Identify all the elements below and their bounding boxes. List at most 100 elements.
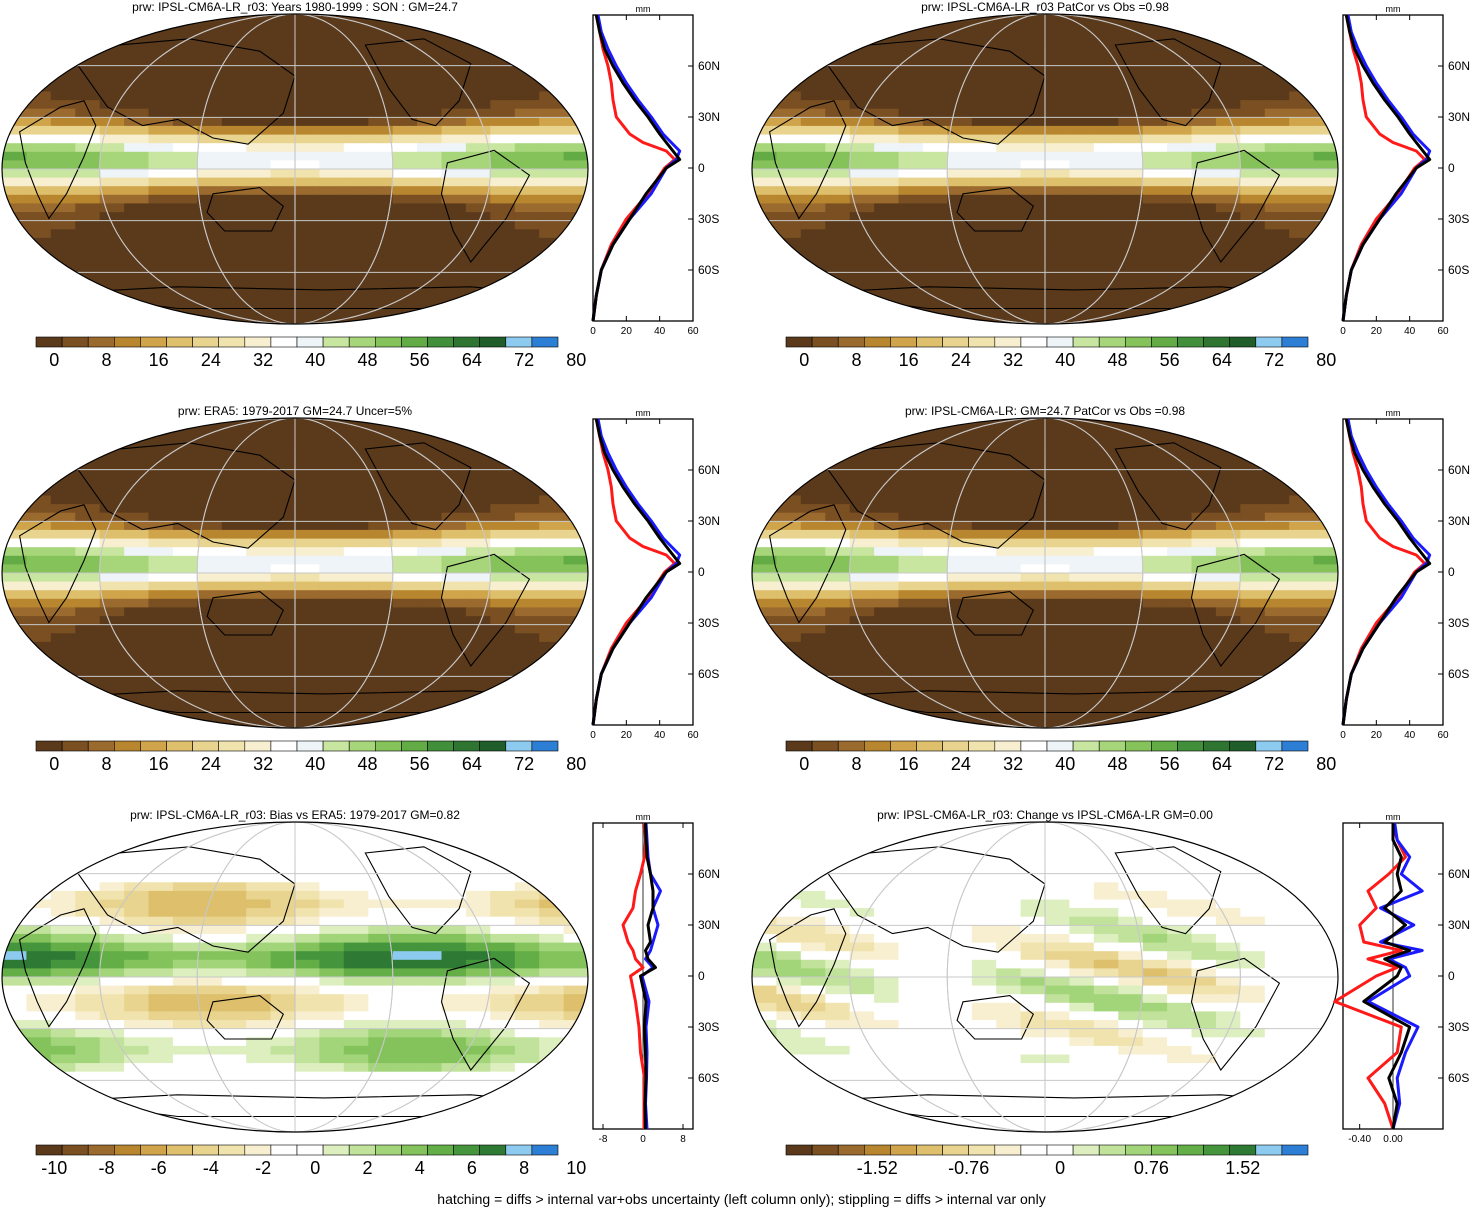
profile-x-tick-label: -0.40 — [1348, 1134, 1371, 1145]
colorbar: -10 -8 -6 -4 -2 0 2 4 6 8 10 — [35, 1144, 586, 1178]
profile-lat-tick-label: 30S — [698, 212, 719, 226]
profile-lat-tick-label: 60N — [1448, 867, 1470, 881]
coastline — [956, 995, 1034, 1040]
panel-title: prw: IPSL-CM6A-LR_r03: Years 1980-1999 :… — [132, 0, 458, 14]
coastline — [1190, 957, 1281, 1071]
colorbar-tick-label: 10 — [566, 1158, 586, 1178]
colorbar-tick-label: 32 — [253, 350, 273, 370]
colorbar-tick-label: 72 — [514, 350, 534, 370]
profile-lat-tick-label: 60S — [698, 263, 719, 277]
colorbar-tick-label: -1.52 — [857, 1158, 898, 1178]
colorbar-tick-label: 64 — [462, 754, 482, 774]
coastline — [956, 187, 1034, 232]
profile-series-line — [639, 822, 657, 1130]
zonal-profile: mm 60N 30N 0 30S 60S 0 20 40 60 — [590, 4, 720, 337]
coastline — [71, 846, 296, 953]
profile-x-tick-label: 40 — [1404, 730, 1416, 741]
profile-unit-label: mm — [1386, 4, 1401, 14]
coastline — [768, 908, 847, 1028]
profile-series-line — [621, 822, 647, 1129]
coastline — [440, 149, 531, 263]
colorbar-tick-label: 56 — [410, 754, 430, 774]
zonal-profile: mm 60N 30N 0 30S 60S 0 20 40 60 — [1340, 408, 1470, 741]
profile-lat-tick-label: 60S — [1448, 667, 1469, 681]
colorbar-tick-label: 16 — [899, 350, 919, 370]
profile-unit-label: mm — [1386, 812, 1401, 822]
colorbar-tick-label: 16 — [149, 350, 169, 370]
profile-lat-tick-label: 30N — [698, 918, 720, 932]
world-map — [752, 418, 1338, 728]
colorbar-tick-label: 1.52 — [1225, 1158, 1260, 1178]
coastline — [1114, 442, 1222, 531]
colorbar-tick-label: 8 — [101, 754, 111, 774]
panel-title: prw: IPSL-CM6A-LR_r03 PatCor vs Obs =0.9… — [921, 0, 1169, 14]
profile-series-line — [591, 14, 682, 322]
colorbar-tick-label: 0 — [310, 1158, 320, 1178]
coastline — [1190, 553, 1281, 667]
profile-lat-tick-label: 0 — [698, 565, 705, 579]
profile-lat-tick-label: 30S — [1448, 212, 1469, 226]
profile-lat-tick-label: 0 — [1448, 565, 1455, 579]
panel-title: prw: ERA5: 1979-2017 GM=24.7 Uncer=5% — [177, 404, 413, 418]
profile-x-tick-label: 20 — [1371, 326, 1383, 337]
colorbar-tick-label: 16 — [149, 754, 169, 774]
profile-lat-tick-label: 30N — [698, 110, 720, 124]
colorbar-tick-label: 48 — [357, 350, 377, 370]
colorbar-tick-label: 6 — [467, 1158, 477, 1178]
profile-x-tick-label: 40 — [654, 730, 666, 741]
profile-lat-tick-label: 0 — [1448, 161, 1455, 175]
chart-panel: prw: IPSL-CM6A-LR_r03 PatCor vs Obs =0.9… — [750, 0, 1483, 395]
profile-lat-tick-label: 60N — [698, 463, 720, 477]
profile-x-tick-label: 60 — [687, 326, 699, 337]
colorbar-tick-label: 56 — [1160, 754, 1180, 774]
profile-series-line — [1341, 14, 1432, 322]
chart-panel: prw: IPSL-CM6A-LR_r03: Years 1980-1999 :… — [0, 0, 740, 395]
colorbar-tick-label: 72 — [514, 754, 534, 774]
profile-x-tick-label: 0 — [590, 730, 596, 741]
colorbar-tick-label: 32 — [1003, 350, 1023, 370]
colorbar-tick-label: 8 — [519, 1158, 529, 1178]
chart-panel: prw: IPSL-CM6A-LR_r03: Bias vs ERA5: 197… — [0, 808, 740, 1203]
colorbar-tick-label: 16 — [899, 754, 919, 774]
world-map — [752, 14, 1338, 324]
profile-lat-tick-label: 60N — [698, 59, 720, 73]
colorbar-tick-label: 2 — [362, 1158, 372, 1178]
chart-panel: prw: IPSL-CM6A-LR_r03: Change vs IPSL-CM… — [750, 808, 1483, 1203]
profile-lat-tick-label: 60S — [1448, 1071, 1469, 1085]
coastline — [71, 38, 296, 145]
panel-figure: 0 8 16 24 32 40 48 56 64 72 80 mm 60N 30N 0 30S 60S 0 20 40… — [751, 4, 1470, 370]
colorbar-tick-label: 56 — [1160, 350, 1180, 370]
profile-series-line — [1333, 822, 1407, 1130]
colorbar-tick-label: 40 — [1055, 350, 1075, 370]
profile-lat-tick-label: 60N — [1448, 59, 1470, 73]
colorbar-tick-label: 40 — [1055, 754, 1075, 774]
panel-figure: 0 8 16 24 32 40 48 56 64 72 80 mm 60N 30N 0 30S 60S 0 20 40… — [751, 408, 1470, 774]
colorbar-tick-label: 64 — [462, 350, 482, 370]
colorbar-tick-label: 0.76 — [1134, 1158, 1169, 1178]
profile-x-tick-label: 20 — [1371, 730, 1383, 741]
profile-lat-tick-label: 30S — [1448, 1020, 1469, 1034]
coastline — [18, 908, 97, 1028]
profile-lat-tick-label: 30S — [698, 1020, 719, 1034]
profile-x-tick-label: 60 — [1437, 730, 1449, 741]
colorbar-tick-label: -10 — [41, 1158, 67, 1178]
profile-lat-tick-label: 30N — [1448, 110, 1470, 124]
panel-figure: 0 8 16 24 32 40 48 56 64 72 80 mm 60N 30N 0 30S 60S 0 20 40… — [1, 4, 720, 370]
coastline — [768, 504, 847, 624]
profile-x-tick-label: 40 — [1404, 326, 1416, 337]
profile-unit-label: mm — [636, 4, 651, 14]
profile-lat-tick-label: 0 — [698, 969, 705, 983]
coastline — [364, 38, 472, 127]
profile-x-tick-label: 0 — [1340, 730, 1346, 741]
profile-lat-tick-label: 60N — [698, 867, 720, 881]
colorbar: -1.52 -0.76 0 0.76 1.52 — [785, 1144, 1309, 1178]
coastline — [440, 957, 531, 1071]
profile-series-line — [1362, 823, 1412, 1130]
colorbar-tick-label: 24 — [951, 754, 971, 774]
profile-x-tick-label: 60 — [687, 730, 699, 741]
profile-unit-label: mm — [1386, 408, 1401, 418]
profile-lat-tick-label: 30S — [1448, 616, 1469, 630]
coastline — [206, 995, 284, 1040]
coastline — [440, 553, 531, 667]
profile-lat-tick-label: 60S — [1448, 263, 1469, 277]
